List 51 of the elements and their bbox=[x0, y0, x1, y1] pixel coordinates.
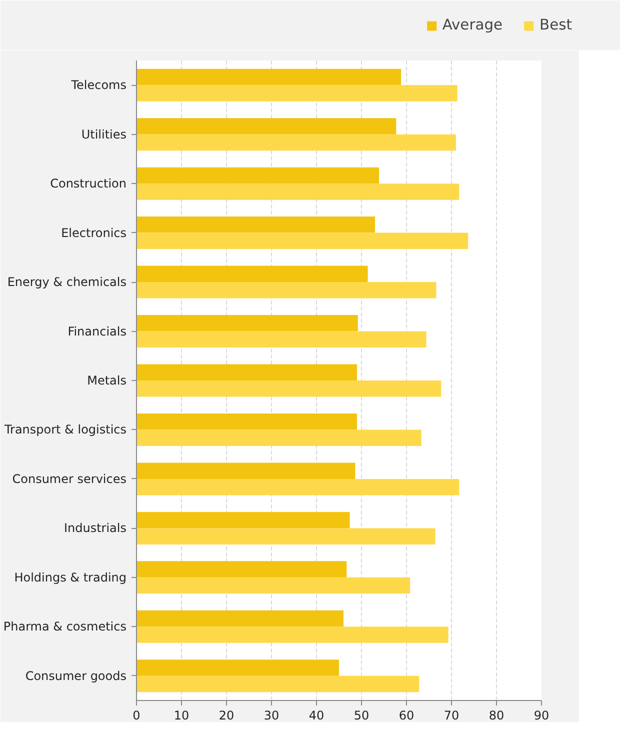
bar bbox=[136, 216, 375, 233]
x-tick-label: 80 bbox=[488, 708, 504, 722]
bar bbox=[136, 134, 456, 151]
x-tick-label: 70 bbox=[444, 708, 460, 722]
bar bbox=[136, 232, 468, 250]
bar bbox=[136, 462, 356, 479]
bar bbox=[136, 364, 357, 380]
bar bbox=[136, 528, 436, 544]
y-tick-label: Electronics bbox=[61, 226, 127, 240]
y-tick-label: Industrials bbox=[64, 521, 126, 536]
x-tick-label: 90 bbox=[534, 708, 550, 722]
bar bbox=[136, 184, 460, 200]
bar bbox=[136, 167, 380, 184]
bar bbox=[136, 660, 339, 676]
bar bbox=[136, 561, 347, 578]
y-tick-label: Telecoms bbox=[70, 78, 127, 92]
bar bbox=[136, 266, 368, 282]
bar bbox=[136, 380, 442, 397]
legend-label: Best bbox=[540, 16, 572, 34]
y-tick-label: Consumer goods bbox=[25, 668, 127, 683]
bar bbox=[136, 118, 396, 134]
bar bbox=[136, 315, 358, 332]
x-tick-label: 50 bbox=[354, 708, 370, 722]
bar bbox=[136, 430, 422, 446]
y-tick-label: Transport & logistics bbox=[3, 422, 126, 437]
y-tick-label: Holdings & trading bbox=[14, 570, 127, 584]
x-tick-label: 60 bbox=[398, 708, 414, 722]
x-tick-label: 10 bbox=[174, 708, 190, 722]
y-tick-label: Construction bbox=[50, 176, 126, 191]
bar bbox=[136, 478, 460, 496]
y-tick-label: Financials bbox=[68, 324, 127, 338]
y-tick-label: Energy & chemicals bbox=[7, 275, 127, 290]
bar bbox=[136, 676, 420, 692]
x-tick-label: 40 bbox=[308, 708, 324, 722]
x-tick-label: 30 bbox=[264, 708, 280, 722]
bar bbox=[136, 577, 410, 594]
y-tick-label: Consumer services bbox=[12, 472, 127, 486]
y-tick-label: Metals bbox=[87, 374, 127, 388]
y-tick-label: Pharma & cosmetics bbox=[3, 620, 127, 634]
bar bbox=[136, 610, 344, 627]
y-tick-label: Utilities bbox=[81, 127, 127, 142]
bar bbox=[136, 331, 426, 348]
bar bbox=[136, 512, 350, 528]
bar bbox=[136, 282, 436, 298]
bar bbox=[136, 626, 448, 643]
bar bbox=[136, 413, 357, 430]
x-tick-label: 0 bbox=[132, 708, 140, 722]
bar bbox=[136, 85, 458, 102]
x-tick-label: 20 bbox=[218, 708, 234, 722]
legend-label: Average bbox=[442, 16, 503, 34]
bar bbox=[136, 68, 402, 86]
